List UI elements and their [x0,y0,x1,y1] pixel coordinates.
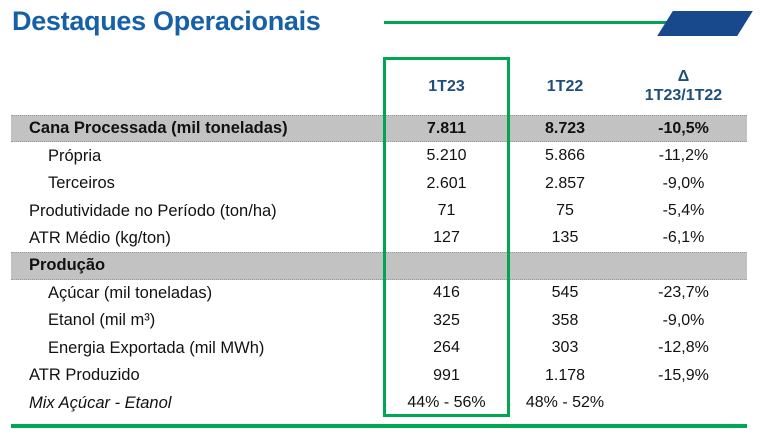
row-value: 991 [433,366,460,384]
row-value: 325 [433,311,460,329]
row-value: 71 [437,202,456,220]
row-label: ATR Médio (kg/ton) [29,228,171,247]
table-row: ATR Produzido 991 1.178 -15,9% [11,362,747,389]
operational-highlights-table: 1T23 1T22 Δ 1T23/1T22 Cana Processada (m… [11,57,747,417]
row-value: 75 [556,202,574,220]
table-row: Produtividade no Período (ton/ha) 71 75 -5,… [11,197,747,224]
title-accent-line [384,21,672,24]
table-header-row: 1T23 1T22 Δ 1T23/1T22 [11,57,747,115]
table-row: Terceiros 2.601 2.857 -9,0% [11,170,747,197]
corner-parallelogram-shape [657,11,753,36]
row-label: Cana Processada (mil toneladas) [29,119,288,138]
page-title: Destaques Operacionais [12,6,321,36]
row-value: 7.811 [426,119,467,137]
delta-symbol: Δ [677,68,690,85]
row-label: Açúcar (mil toneladas) [48,283,213,302]
row-value: 135 [551,229,579,247]
row-value: 1.178 [544,366,586,384]
row-value: 5.210 [426,147,467,165]
row-value: -6,1% [662,229,705,247]
row-value: 2.601 [426,174,467,192]
column-header-delta: Δ 1T23/1T22 [620,67,747,105]
table-row: Mix Açúcar - Etanol 44% - 56% 48% - 52% [11,389,747,416]
table-row: ATR Médio (kg/ton) 127 135 -6,1% [11,225,747,252]
row-value: -9,0% [662,174,705,192]
row-value: 264 [433,339,460,357]
column-header-1t23: 1T23 [428,77,465,95]
column-header-1t22: 1T22 [546,77,584,95]
row-value: 2.857 [544,174,586,192]
table-row: Própria 5.210 5.866 -11,2% [11,142,747,169]
row-value: -5,4% [662,202,705,220]
row-label: Mix Açúcar - Etanol [29,393,172,412]
row-value: 8.723 [544,119,586,137]
row-label: Produtividade no Período (ton/ha) [29,201,277,220]
delta-sublabel: 1T23/1T22 [644,87,723,104]
row-value: 48% - 52% [525,394,605,412]
row-value: 545 [551,284,579,302]
row-value: -12,8% [658,339,709,357]
table-row: Produção [11,252,747,280]
row-label: Terceiros [48,174,115,193]
row-value: 358 [551,311,579,329]
row-value: -15,9% [658,366,709,384]
table-row: Etanol (mil m³) 325 358 -9,0% [11,307,747,334]
row-label: ATR Produzido [29,366,140,385]
row-label: Produção [29,256,106,275]
table-row: Açúcar (mil toneladas) 416 545 -23,7% [11,280,747,307]
bottom-accent-line [11,424,747,428]
row-value: -10,5% [658,119,709,137]
row-value: -23,7% [658,284,709,302]
row-value: -11,2% [658,147,709,165]
row-value: -9,0% [662,311,705,329]
row-value: 416 [433,284,460,302]
row-value: 44% - 56% [407,394,486,412]
row-label: Etanol (mil m³) [48,311,156,330]
row-value: 127 [433,229,460,247]
row-value: 303 [551,339,579,357]
row-label: Energia Exportada (mil MWh) [48,338,265,357]
table-row: Cana Processada (mil toneladas) 7.811 8.72… [11,115,747,143]
row-value: 5.866 [544,147,586,165]
table-row: Energia Exportada (mil MWh) 264 303 -12,8% [11,335,747,362]
table-body: Cana Processada (mil toneladas) 7.811 8.72… [11,115,747,417]
row-label: Própria [48,146,102,165]
